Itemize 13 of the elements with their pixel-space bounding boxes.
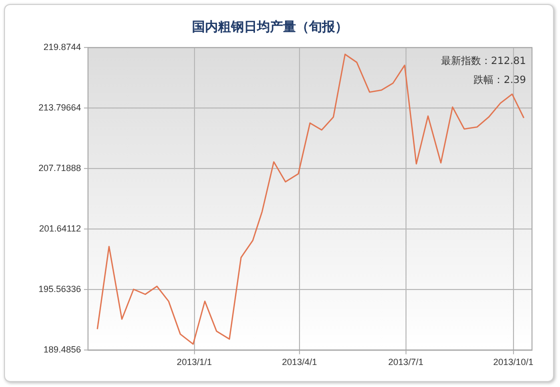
x-tick-label: 2013/4/1 [282,357,318,368]
annotation: 最新指数：212.81 [441,55,526,68]
y-tick-label: 195.56336 [38,284,81,294]
x-tick-label: 2013/1/1 [176,357,212,368]
y-tick-label: 207.71888 [38,163,81,174]
chart-title: 国内粗钢日均产量（旬报） [192,19,348,36]
x-tick-label: 2013/7/1 [388,357,424,368]
y-tick-label: 219.8744 [43,42,81,52]
y-tick-label: 189.4856 [43,344,81,355]
x-tick-label: 2013/10/1 [493,357,534,368]
y-tick-label: 201.64112 [39,224,81,234]
y-tick-label: 213.79664 [38,102,81,113]
annotation: 跌幅：2.39 [474,74,526,86]
